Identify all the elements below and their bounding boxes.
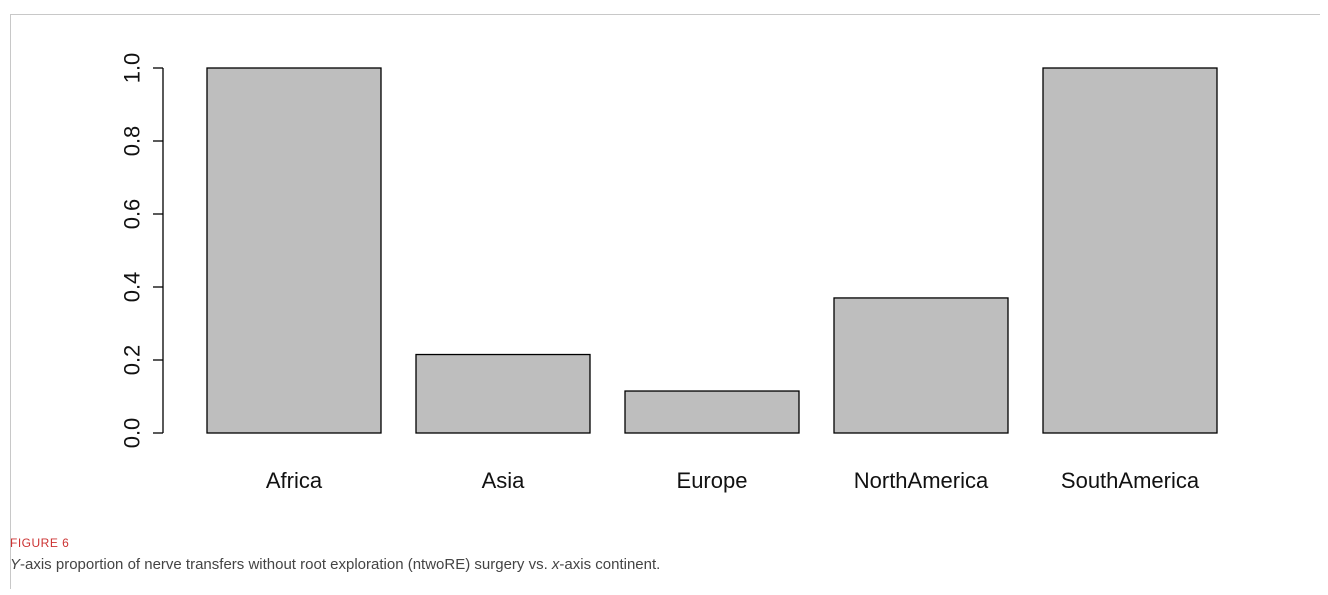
y-axis: 0.0 0.2 0.4 0.6 0.8 1.0 xyxy=(120,53,164,449)
y-tick-label: 1.0 xyxy=(120,53,145,84)
x-tick-label: SouthAmerica xyxy=(1061,468,1200,493)
bar-northamerica xyxy=(833,297,1009,434)
x-tick-label: Asia xyxy=(482,468,526,493)
x-tick-label: Europe xyxy=(677,468,748,493)
caption-text-1: -axis proportion of nerve transfers with… xyxy=(20,556,552,573)
bar-africa xyxy=(206,67,382,434)
figure-caption: Y-axis proportion of nerve transfers wit… xyxy=(10,556,660,573)
caption-text-2: -axis continent. xyxy=(559,556,661,573)
bar-chart: 0.0 0.2 0.4 0.6 0.8 1.0 Africa Asia Europe North… xyxy=(120,53,1218,493)
bar-southamerica xyxy=(1042,67,1218,434)
y-tick-label: 0.4 xyxy=(120,272,145,303)
y-tick-label: 0.8 xyxy=(120,126,145,157)
y-tick-label: 0.2 xyxy=(120,345,145,376)
figure-frame xyxy=(10,14,1320,589)
y-tick-label: 0.0 xyxy=(120,418,145,449)
bars xyxy=(206,67,1218,434)
bar-europe xyxy=(624,390,800,434)
y-tick-label: 0.6 xyxy=(120,199,145,230)
figure-label: FIGURE 6 xyxy=(10,536,70,550)
bar-asia xyxy=(415,353,591,434)
x-axis-labels: Africa Asia Europe NorthAmerica SouthAmerica xyxy=(266,468,1200,493)
caption-x-var: x xyxy=(551,556,560,573)
caption-y-var: Y xyxy=(10,556,21,573)
x-tick-label: NorthAmerica xyxy=(854,468,989,493)
x-tick-label: Africa xyxy=(266,468,323,493)
